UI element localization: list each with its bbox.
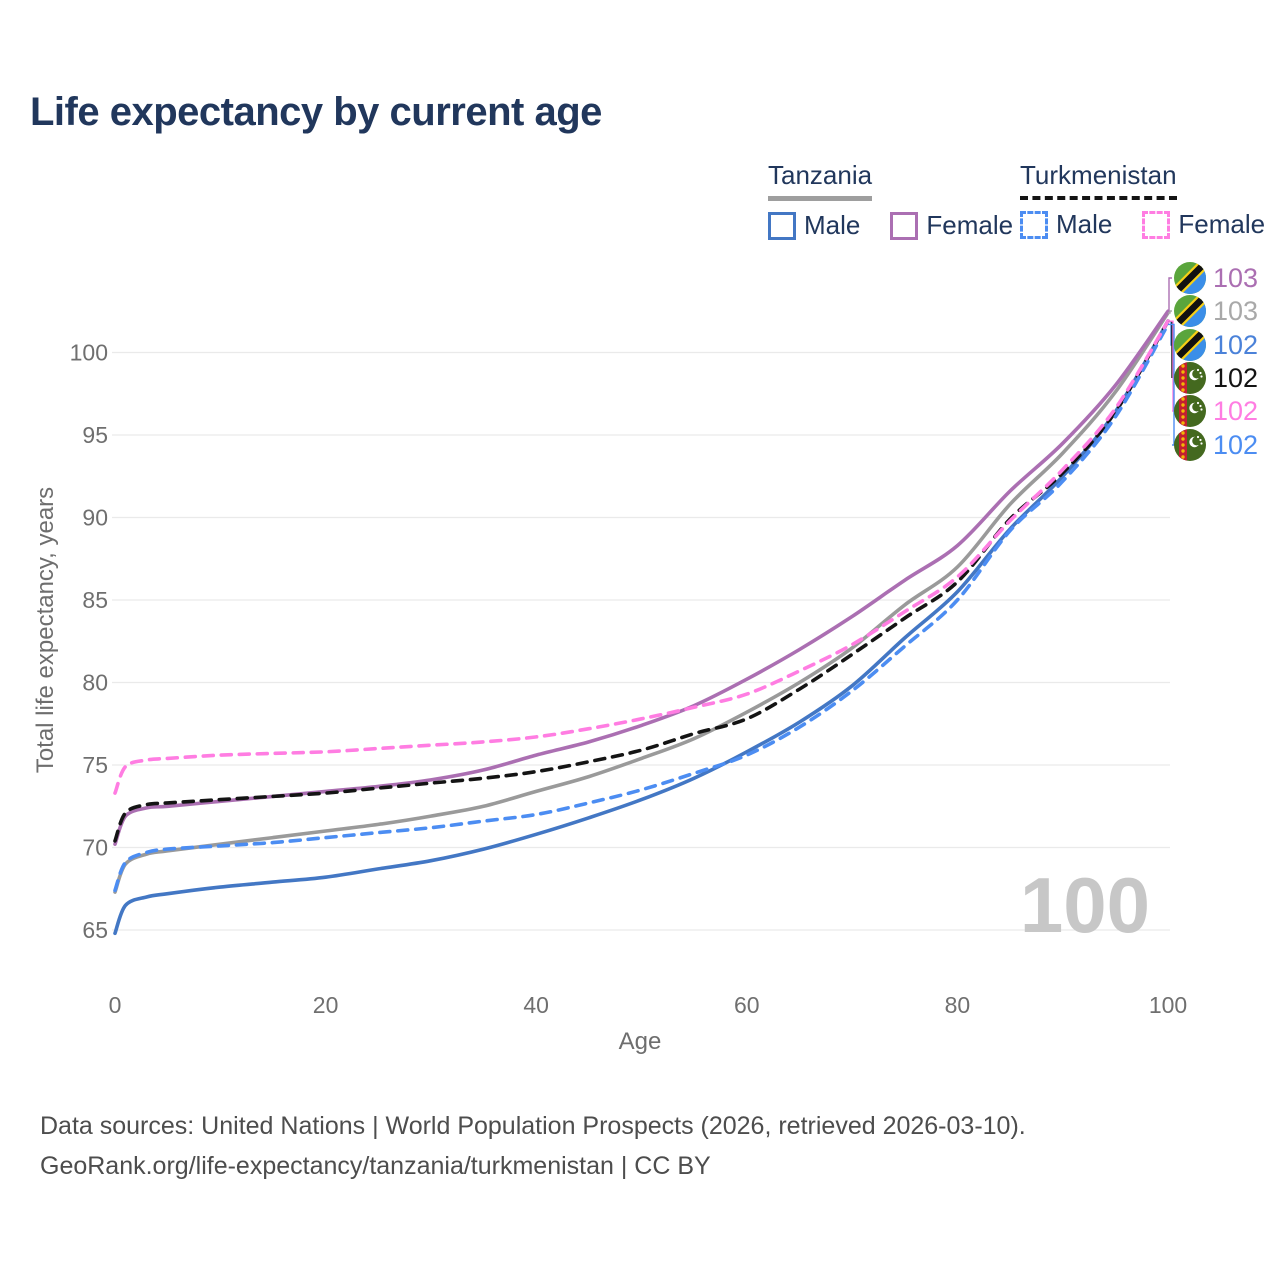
turkmenistan-flag-icon [1174, 395, 1206, 427]
series-end-label-tm_male: 102 [1174, 429, 1258, 461]
leader-line [1168, 320, 1173, 378]
life-expectancy-value: 102 [1213, 329, 1259, 360]
leader-line [1168, 277, 1172, 312]
legend-label: Male [1056, 209, 1113, 239]
life-expectancy-value: 103 [1213, 262, 1259, 293]
y-tick-label: 90 [82, 505, 108, 531]
y-tick-label: 80 [82, 670, 108, 696]
legend-label: Female [926, 210, 1014, 240]
tanzania-female-swatch [890, 211, 919, 240]
leader-line [1168, 310, 1172, 314]
footer-data-sources: Data sources: United Nations | World Pop… [40, 1112, 1026, 1140]
y-tick-label: 85 [82, 587, 108, 613]
legend-group-tanzania: Tanzania Male Female [768, 160, 1013, 241]
life-expectancy-value: 102 [1213, 429, 1259, 460]
y-tick-label: 70 [82, 835, 108, 861]
x-axis-title: Age [618, 1028, 662, 1055]
turkmenistan-flag-icon [1174, 362, 1206, 394]
tanzania-male-swatch [768, 211, 796, 240]
series-line-tz_total [113, 311, 1170, 894]
y-tick-label: 75 [82, 752, 108, 778]
legend-label: Female [1178, 209, 1266, 239]
y-axis-title: Total life expectancy, years [32, 486, 59, 774]
age-watermark: 100 [1019, 861, 1150, 949]
series-end-label-tz_total: 103 [1174, 295, 1258, 327]
x-tick-label: 80 [945, 992, 971, 1018]
tanzania-flag-icon [1174, 329, 1206, 361]
tanzania-flag-icon [1174, 262, 1206, 294]
legend-item-turkmenistan-female[interactable]: Female [1142, 209, 1265, 240]
series-line-tz_male [113, 319, 1170, 936]
series-end-label-tm_total: 102 [1174, 362, 1258, 394]
series-end-label-tm_female: 102 [1174, 395, 1258, 427]
x-tick-label: 20 [313, 992, 339, 1018]
footer: Data sources: United Nations | World Pop… [40, 1106, 1026, 1186]
life-expectancy-value: 103 [1213, 295, 1259, 326]
legend-item-tanzania-female[interactable]: Female [890, 210, 1013, 241]
legend-country-tanzania: Tanzania [768, 160, 873, 201]
series-line-tm_total [113, 319, 1170, 843]
series-line-tm_female [113, 319, 1170, 795]
y-tick-label: 65 [82, 917, 108, 943]
series-line-tm_male [113, 322, 1170, 893]
series-line-tz_female [113, 309, 1170, 846]
turkmenistan-male-swatch [1020, 210, 1048, 239]
footer-attribution: GeoRank.org/life-expectancy/tanzania/tur… [40, 1152, 711, 1180]
legend-country-turkmenistan: Turkmenistan [1020, 160, 1177, 200]
x-tick-label: 100 [1149, 992, 1187, 1018]
legend-item-tanzania-male[interactable]: Male [768, 210, 860, 241]
x-tick-label: 0 [109, 992, 122, 1018]
life-expectancy-value: 102 [1213, 395, 1259, 426]
series-end-label-tz_female: 103 [1174, 262, 1258, 294]
legend-label: Male [804, 210, 861, 240]
legend-item-turkmenistan-male[interactable]: Male [1020, 209, 1112, 240]
legend-group-turkmenistan: Turkmenistan Male Female [1020, 160, 1265, 240]
x-tick-label: 60 [734, 992, 760, 1018]
leader-line [1168, 320, 1174, 412]
turkmenistan-female-swatch [1142, 210, 1171, 239]
life-expectancy-value: 102 [1213, 362, 1259, 393]
y-tick-label: 95 [82, 422, 108, 448]
series-end-label-tz_male: 102 [1174, 329, 1258, 361]
x-tick-label: 40 [523, 992, 549, 1018]
turkmenistan-flag-icon [1174, 429, 1206, 461]
tanzania-flag-icon [1174, 295, 1206, 327]
y-tick-label: 100 [70, 340, 108, 366]
page-title: Life expectancy by current age [30, 90, 602, 134]
leader-line [1168, 323, 1175, 446]
